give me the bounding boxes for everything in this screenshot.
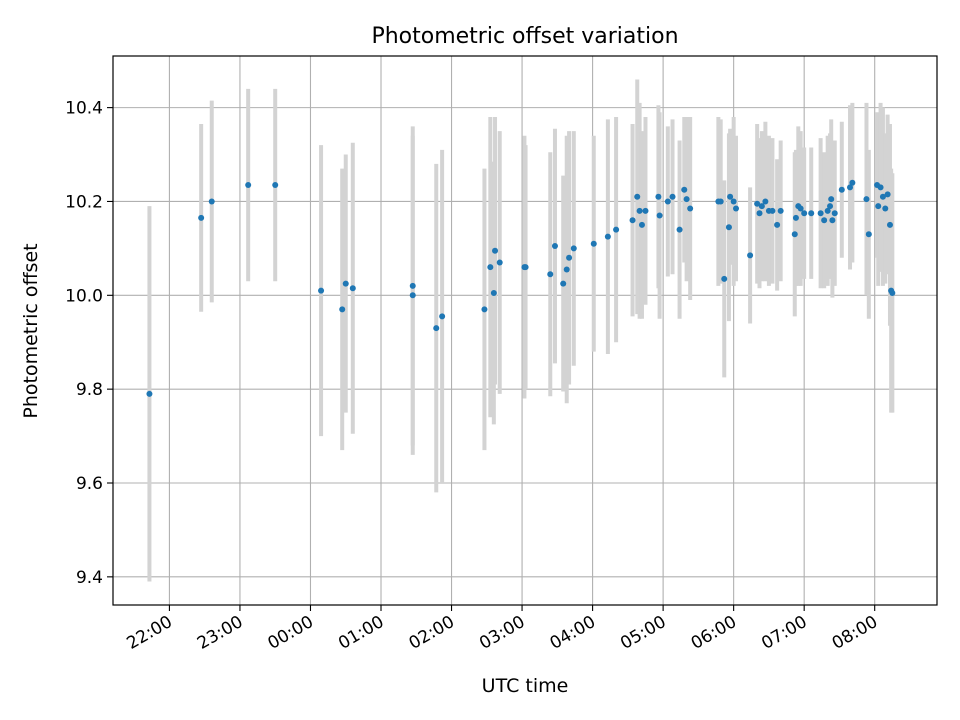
data-point [847,184,854,191]
x-axis-label: UTC time [482,675,569,697]
data-point [245,182,252,189]
data-point [433,325,440,332]
data-point [863,196,870,203]
data-point [877,184,884,191]
data-point [817,210,824,217]
data-point [882,205,889,212]
data-point [769,207,776,214]
data-point [886,221,893,228]
data-point [642,207,649,214]
y-axis-label: Photometric offset [20,243,42,418]
data-point [879,193,886,200]
data-point [490,289,497,296]
data-point [828,196,835,203]
data-point [496,259,503,266]
data-point [727,193,734,200]
data-point [439,313,446,320]
data-point [409,282,416,289]
data-point [629,217,636,224]
data-point [889,289,896,296]
data-point [487,264,494,271]
data-point [146,390,153,397]
data-point [638,221,645,228]
data-point [522,264,529,271]
data-point [342,280,349,287]
y-axis-ticks: 9.4 9.6 9.8 10.0 10.2 10.4 [65,99,113,588]
data-point [829,217,836,224]
data-point [683,196,690,203]
data-point [481,306,488,313]
data-point [634,193,641,200]
data-point [339,306,346,313]
data-point [824,207,831,214]
data-point [669,193,676,200]
data-point [636,207,643,214]
data-point [613,226,620,233]
data-points [146,179,896,397]
data-point [758,203,765,210]
y-tick-label: 9.8 [76,380,103,400]
y-tick-label: 9.6 [76,474,103,494]
data-point [409,292,416,299]
y-tick-label: 10.2 [65,192,103,212]
data-point [721,275,728,282]
y-tick-label: 10.4 [65,99,103,119]
data-point [730,198,737,205]
plot-area-frame [112,55,938,606]
data-point [725,224,732,231]
data-point [590,240,597,247]
y-tick-label: 10.0 [65,286,103,306]
data-point [198,214,205,221]
data-point [604,233,611,240]
data-point [208,198,215,205]
data-point [884,191,891,198]
data-point [838,186,845,193]
data-point [774,221,781,228]
data-point [570,245,577,252]
data-point [821,217,828,224]
data-point [566,254,573,261]
data-point [563,266,570,273]
data-point [875,203,882,210]
data-point [318,287,325,294]
y-tick-label: 9.4 [76,568,103,588]
data-point [762,198,769,205]
data-point [827,203,834,210]
data-point [791,231,798,238]
data-point [664,198,671,205]
data-point [717,198,724,205]
data-point [349,285,356,292]
data-point [797,205,804,212]
data-point [655,193,662,200]
data-point [865,231,872,238]
data-point [747,252,754,259]
data-point [808,210,815,217]
data-point [551,243,558,250]
chart-title: Photometric offset variation [371,24,678,49]
data-point [560,280,567,287]
data-point [681,186,688,193]
data-point [676,226,683,233]
data-point [756,210,763,217]
data-point [272,182,279,189]
data-point [777,207,784,214]
data-point [754,200,761,207]
data-point [792,214,799,221]
data-point [849,179,856,186]
data-point [801,210,808,217]
data-point [656,212,663,219]
data-point [831,210,838,217]
data-point [492,247,499,254]
data-point [732,205,739,212]
data-point [687,205,694,212]
data-point [547,271,554,278]
